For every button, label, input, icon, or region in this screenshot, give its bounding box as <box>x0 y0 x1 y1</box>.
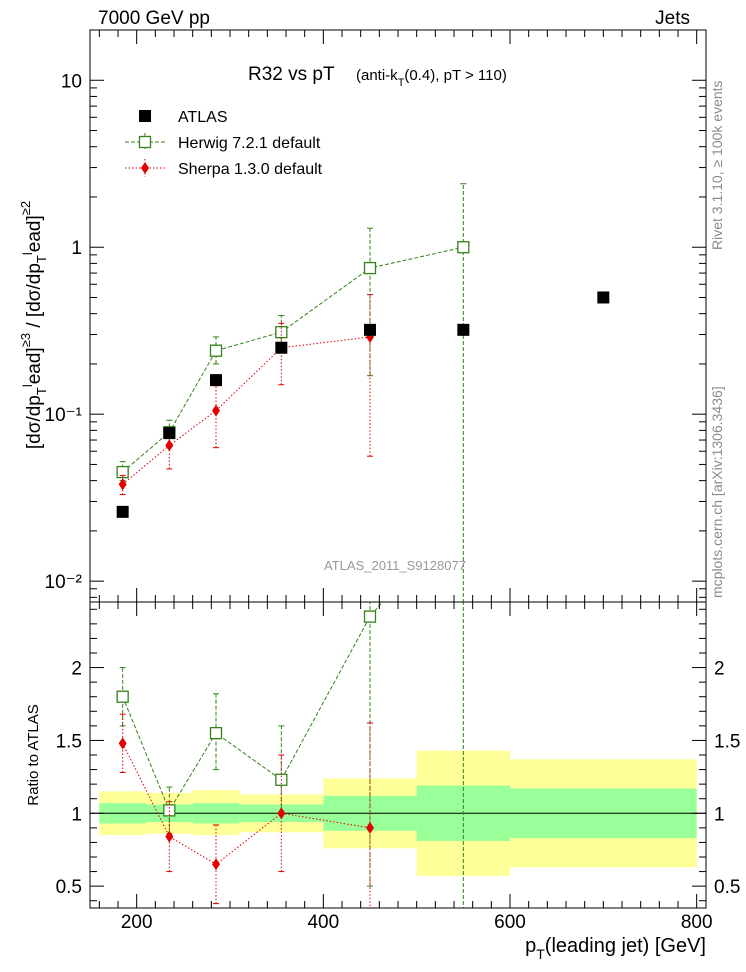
data-point <box>165 439 174 452</box>
x-tick-label: 800 <box>681 912 713 933</box>
data-point <box>212 858 220 871</box>
ratio-y-axis-title: Ratio to ATLAS <box>25 704 42 805</box>
data-point <box>209 726 223 740</box>
ratio-y-tick-label: 2 <box>71 659 82 680</box>
data-point <box>116 465 129 479</box>
legend-marker <box>139 110 151 122</box>
data-point <box>210 374 222 387</box>
data-point <box>212 404 220 417</box>
data-point <box>457 323 470 336</box>
main-y-tick-label: 10⁻² <box>45 572 83 593</box>
x-tick-label: 400 <box>307 912 339 933</box>
legend: ATLAS Herwig 7.2.1 default Sherpa 1.3.0 de… <box>125 109 323 178</box>
ratio-series-line <box>122 602 384 812</box>
x-tick-label: 200 <box>121 912 153 933</box>
mcplots-label: mcplots.cern.ch [arXiv:1306.3436] <box>709 386 725 598</box>
data-point <box>363 610 377 623</box>
data-point <box>366 821 374 834</box>
series-line <box>122 246 464 473</box>
legend-label: Sherpa 1.3.0 default <box>178 161 323 178</box>
data-point <box>597 291 610 304</box>
data-point <box>118 478 127 491</box>
ratio-y-tick-label-right: 0.5 <box>714 877 740 898</box>
chart-title-suffix: (anti-kT(0.4), pT > 110) <box>356 67 507 89</box>
data-point <box>116 505 129 518</box>
ratio-y-tick-label-right: 1.5 <box>714 731 740 752</box>
ratio-y-tick-label: 0.5 <box>56 877 82 898</box>
data-point <box>364 323 376 336</box>
data-point <box>277 807 286 820</box>
main-y-axis-title: [dσ/dpTlead]≥3 / [dσ/dpTlead]≥2 <box>18 201 49 449</box>
analysis-watermark: ATLAS_2011_S9128077 <box>324 558 466 573</box>
ratio-y-tick-label-right: 2 <box>714 659 725 680</box>
data-point <box>165 830 174 843</box>
chart-title: R32 vs pT <box>248 64 335 85</box>
data-point <box>275 341 288 354</box>
data-point <box>116 690 129 703</box>
chart-title-main: R32 vs pT <box>248 64 335 85</box>
data-point <box>163 427 176 440</box>
ratio-y-tick-label-right: 1 <box>714 804 725 825</box>
legend-marker <box>138 135 152 149</box>
data-point <box>363 261 377 275</box>
x-axis-title: pT(leading jet) [GeV] <box>525 935 706 962</box>
ratio-y-tick-label: 1.5 <box>56 731 82 752</box>
legend-label: Herwig 7.2.1 default <box>178 135 321 152</box>
data-point <box>457 241 470 254</box>
header-right: Jets <box>655 8 690 29</box>
data-point <box>209 344 223 357</box>
data-point <box>118 737 127 750</box>
main-y-tick-label: 1 <box>71 238 82 259</box>
rivet-label: Rivet 3.1.10, ≥ 100k events <box>709 80 725 250</box>
x-tick-label: 600 <box>494 912 526 933</box>
legend-marker <box>141 162 149 174</box>
header-left: 7000 GeV pp <box>98 8 210 29</box>
series-line <box>122 336 371 485</box>
legend-label: ATLAS <box>178 109 228 126</box>
ratio-y-tick-label: 1 <box>71 804 82 825</box>
main-y-tick-label: 10 <box>61 71 82 92</box>
main-y-tick-label: 10⁻¹ <box>45 405 83 426</box>
